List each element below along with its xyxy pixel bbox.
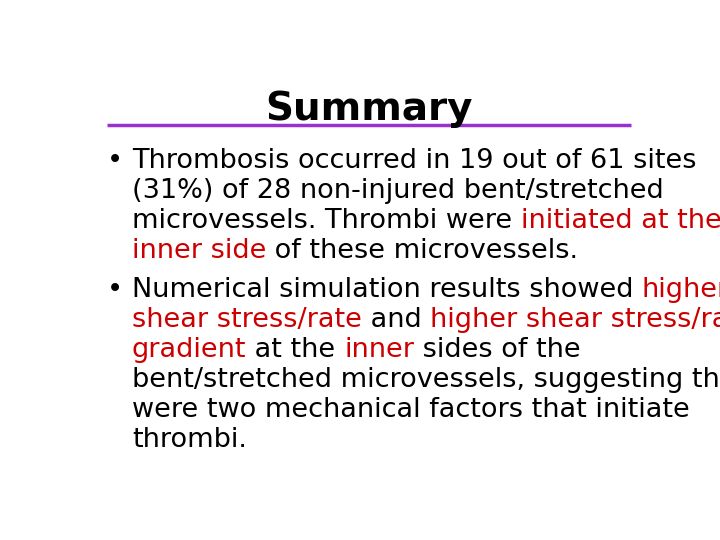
Text: •: • (107, 148, 123, 174)
Text: microvessels. Thrombi were: microvessels. Thrombi were (132, 208, 521, 234)
Text: •: • (107, 277, 123, 303)
Text: at the: at the (246, 337, 344, 363)
Text: Summary: Summary (265, 90, 473, 128)
Text: inner side: inner side (132, 238, 266, 264)
Text: were two mechanical factors that initiate: were two mechanical factors that initiat… (132, 396, 690, 423)
Text: inner: inner (344, 337, 414, 363)
Text: higher: higher (642, 277, 720, 303)
Text: and: and (361, 307, 430, 333)
Text: gradient: gradient (132, 337, 246, 363)
Text: Numerical simulation results showed: Numerical simulation results showed (132, 277, 642, 303)
Text: sides of the: sides of the (414, 337, 581, 363)
Text: (31%) of 28 non-injured bent/stretched: (31%) of 28 non-injured bent/stretched (132, 178, 664, 204)
Text: initiated at the: initiated at the (521, 208, 720, 234)
Text: Thrombosis occurred in 19 out of 61 sites: Thrombosis occurred in 19 out of 61 site… (132, 148, 696, 174)
Text: shear stress/rate: shear stress/rate (132, 307, 361, 333)
Text: thrombi.: thrombi. (132, 427, 247, 453)
Text: bent/stretched microvessels, suggesting they: bent/stretched microvessels, suggesting … (132, 367, 720, 393)
Text: higher shear stress/rate: higher shear stress/rate (430, 307, 720, 333)
Text: of these microvessels.: of these microvessels. (266, 238, 578, 264)
